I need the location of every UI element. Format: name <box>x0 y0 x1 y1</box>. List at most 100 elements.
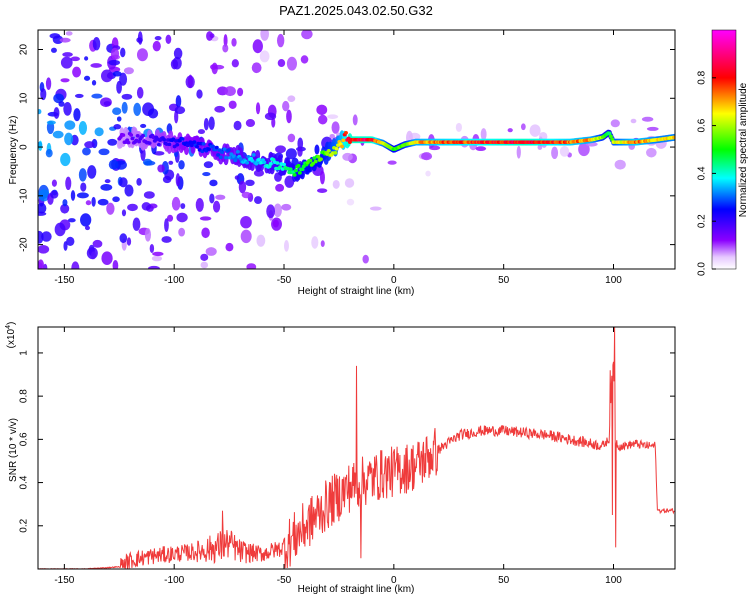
snr-multiplier: (x104) <box>5 322 17 349</box>
spectrogram-speckle <box>62 199 68 207</box>
spectrogram-speckle <box>127 203 138 212</box>
colorbar-tick-label: 0.8 <box>697 70 708 84</box>
spectrogram-speckle <box>107 138 118 146</box>
spectrogram-speckle <box>50 190 59 199</box>
spectrogram-x-tick-label: 100 <box>605 275 622 286</box>
spectrogram-speckle <box>287 133 296 143</box>
spectrogram-speckle <box>253 169 265 177</box>
spectrogram-speckle <box>212 200 221 213</box>
spectrogram-speckle <box>176 212 188 223</box>
spectrogram-speckle <box>256 234 266 247</box>
spectrogram-speckle <box>43 263 48 269</box>
spectrogram-speckle <box>53 93 65 104</box>
spectrogram-speckle <box>332 179 340 189</box>
spectrogram-speckle <box>141 202 151 211</box>
spectrogram-speckle <box>316 104 328 116</box>
spectrogram-speckle <box>152 40 161 52</box>
spectrogram-speckle <box>646 126 659 131</box>
spectrogram-ridge-core <box>195 144 200 149</box>
spectrogram-speckle <box>45 77 52 90</box>
spectrogram-ridge-core <box>308 158 313 163</box>
spectrogram-speckle <box>157 164 165 173</box>
spectrogram-speckle <box>123 67 134 75</box>
spectrogram-speckle <box>80 213 92 227</box>
spectrogram-speckle <box>148 265 160 269</box>
spectrogram-speckle <box>153 151 165 156</box>
spectrogram-speckle <box>331 121 340 134</box>
colorbar-ticks: 0.0 0.2 0.4 0.6 0.8 <box>697 70 716 276</box>
spectrogram-ridge-core <box>175 142 180 147</box>
spectrogram-x-tick-label: -50 <box>277 275 292 286</box>
spectrogram-speckle <box>59 37 71 43</box>
spectrogram-speckle <box>38 259 44 269</box>
spectrogram-speckle <box>120 47 126 58</box>
spectrogram-speckle <box>273 203 282 218</box>
spectrogram-speckle <box>173 47 183 60</box>
spectrogram-y-tick-label: -20 <box>19 237 30 252</box>
spectrogram-speckle <box>140 123 147 128</box>
spectrogram-speckle <box>264 112 277 121</box>
spectrogram-speckle <box>165 34 172 45</box>
spectrogram-ridge-halo <box>314 144 320 155</box>
spectrogram-ridge-core <box>162 137 167 142</box>
spectrogram-speckle <box>101 251 113 266</box>
spectrogram-speckle <box>286 56 297 71</box>
spectrogram-speckle <box>63 241 68 251</box>
snr-x-tick-label: -50 <box>277 575 292 586</box>
spectrogram-speckle <box>197 129 206 135</box>
spectrogram-speckle <box>614 159 626 170</box>
spectrogram-speckle <box>245 179 255 187</box>
spectrogram-ridge-core <box>156 142 161 147</box>
spectrogram-speckle <box>38 140 43 151</box>
spectrogram-ridge-core <box>300 167 305 172</box>
spectrogram-speckle <box>630 118 637 124</box>
spectrogram-speckle <box>84 56 89 61</box>
spectrogram-speckle <box>610 119 620 128</box>
spectrogram-ridge-core <box>167 142 172 147</box>
spectrogram-speckle <box>116 80 122 94</box>
spectrogram-x-ticks: -150 -100 -50 0 50 100 <box>54 30 622 286</box>
spectrogram-speckle <box>132 217 141 231</box>
spectrogram-x-tick-label: 0 <box>391 275 397 286</box>
spectrogram-speckle <box>136 177 142 186</box>
spectrogram-speckle <box>83 75 91 81</box>
spectrogram-ridge-core <box>256 157 261 162</box>
spectrogram-ridge-core <box>251 153 256 157</box>
spectrogram-speckle <box>162 175 172 184</box>
spectrogram-ridge-core <box>333 150 338 155</box>
spectrogram-speckle <box>46 120 56 125</box>
spectrogram-ridge-core <box>341 138 346 143</box>
spectrogram-ridge-core <box>608 134 613 139</box>
spectrogram-speckle <box>112 71 122 77</box>
spectrogram-speckle <box>214 105 226 113</box>
spectrogram-speckle <box>118 177 128 188</box>
spectrogram-ridge-core <box>218 155 223 160</box>
spectrogram-speckle <box>92 37 101 51</box>
spectrogram-ridge-core <box>192 140 197 144</box>
snr-series-line <box>38 327 675 569</box>
spectrogram-speckle <box>421 152 433 161</box>
spectrogram-speckle <box>174 106 186 115</box>
spectrogram-ridge-core <box>316 154 321 159</box>
spectrogram-speckle <box>281 203 292 211</box>
spectrogram-speckle <box>149 243 155 254</box>
spectrogram-speckle <box>49 33 61 39</box>
spectrogram-speckle <box>455 122 463 132</box>
spectrogram-ridge-core <box>254 161 259 166</box>
snr-y-tick-label: 0.8 <box>19 389 30 403</box>
spectrogram-x-label: Height of straight line (km) <box>298 286 415 297</box>
spectrogram-speckle <box>516 145 521 159</box>
spectrogram-speckle <box>175 173 181 187</box>
spectrogram-ridge-core <box>235 149 240 154</box>
spectrogram-ridge-core <box>238 156 243 161</box>
spectrogram-speckle <box>119 233 128 244</box>
snr-y-tick-label: 0.4 <box>19 475 30 489</box>
spectrogram-speckle <box>100 97 112 108</box>
spectrogram-speckle <box>238 180 247 194</box>
spectrogram-ridge-core <box>278 165 283 169</box>
spectrogram-speckle <box>196 89 203 99</box>
spectrogram-speckle <box>71 261 80 269</box>
spectrogram-speckle <box>164 218 169 232</box>
spectrogram-speckle <box>143 191 155 199</box>
spectrogram-ridge-core <box>288 167 293 171</box>
